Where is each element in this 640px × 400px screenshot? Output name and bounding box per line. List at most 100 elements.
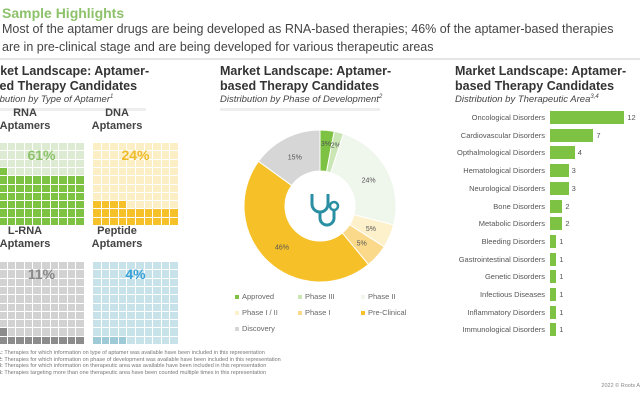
divider (0, 108, 146, 112)
waffle-cell (16, 167, 24, 176)
waffle-cell (170, 151, 178, 159)
waffle-cell (67, 278, 76, 286)
waffle-cell (7, 286, 16, 295)
waffle-cell (101, 184, 110, 192)
waffle-cell (93, 184, 101, 192)
waffle-cell (67, 176, 76, 184)
waffle-cell (127, 192, 135, 201)
waffle-cell (76, 303, 84, 311)
panel-subtitle: Distribution by Type of Aptamer1 (0, 94, 114, 106)
waffle-cell (170, 336, 178, 344)
waffle-cell (59, 167, 67, 176)
legend-swatch (298, 294, 302, 299)
waffle-cell (24, 295, 33, 303)
waffle-cell (0, 295, 7, 303)
bar-category-label: Immunological Disorders (462, 325, 545, 335)
waffle-cell (33, 159, 41, 167)
waffle-cell (50, 201, 59, 209)
waffle-cell (144, 262, 153, 270)
footnote: 1: Therapies for which information on ty… (0, 350, 265, 356)
waffle-cell (67, 201, 76, 209)
waffle-cell (93, 143, 101, 151)
bar-category-label: Neurological Disorders (469, 183, 545, 193)
waffle-cell (50, 286, 59, 295)
legend-item: Phase III (298, 292, 335, 301)
bar-row: Hematological Disorders 3 (440, 164, 640, 178)
waffle-cell (0, 336, 7, 344)
waffle-cell (0, 151, 7, 159)
waffle-cell (41, 286, 50, 295)
bar-category-label: Oncological Disorders (471, 113, 545, 122)
waffle-cell (110, 176, 118, 184)
panel-heading: based Therapy Candidates (455, 79, 615, 93)
bar-row: Inflammatory Disorders 1 (440, 305, 640, 320)
waffle-cell (59, 143, 67, 151)
footnote: 4: Therapies targeting more than one the… (0, 369, 267, 376)
waffle-cell (101, 336, 110, 344)
waffle-cell (41, 167, 50, 176)
waffle-cell (50, 328, 59, 336)
waffle-cell (93, 167, 101, 176)
waffle-cell (67, 143, 76, 151)
waffle-cell (127, 295, 135, 303)
waffle-cell (7, 217, 16, 225)
waffle-cell (161, 328, 170, 336)
bar-category-label: Bone Disorders (493, 201, 545, 211)
donut-slice-phase-ii (330, 133, 397, 226)
waffle-cell (16, 311, 24, 320)
bar-row: Cardiovascular Disorders 7 (440, 128, 640, 143)
waffle-cell (144, 167, 153, 176)
waffle-cell (161, 270, 170, 278)
waffle-cell (170, 192, 178, 201)
waffle-cell (153, 278, 161, 286)
waffle-cell (7, 201, 16, 209)
waffle-cell (33, 201, 41, 209)
waffle-cell (16, 217, 24, 225)
waffle-cell (144, 217, 153, 225)
waffle-cell (144, 209, 153, 217)
waffle-cell (24, 303, 33, 311)
waffle-cell (161, 295, 170, 303)
waffle-cell (135, 295, 144, 303)
waffle-cell (161, 201, 170, 209)
waffle-cell (16, 192, 24, 201)
waffle-cell (153, 209, 161, 217)
donut-slice-pre-clinical (243, 160, 370, 283)
waffle-cell (50, 192, 59, 201)
bar-category-label: Inflammatory Disorders (467, 307, 545, 317)
waffle-cell (170, 159, 178, 167)
waffle-cell (67, 159, 76, 167)
donut-slice-discovery (257, 129, 321, 187)
waffle-cell (24, 143, 33, 151)
waffle-cell (144, 151, 153, 159)
waffle-cell (161, 303, 170, 311)
waffle-cell (101, 262, 110, 270)
waffle-cell (153, 201, 161, 209)
waffle-cell (7, 278, 16, 286)
waffle-cell (144, 184, 153, 192)
waffle-cell (118, 286, 127, 295)
waffle-cell (16, 262, 24, 270)
waffle-cell (153, 336, 161, 344)
waffle-cell (67, 167, 76, 176)
panel-phase-header: Market Landscape: Aptamer- based Therapy… (220, 64, 391, 112)
waffle-cell (161, 167, 170, 176)
waffle-cell (33, 262, 41, 270)
waffle-cell (41, 201, 50, 209)
waffle-cell (76, 278, 84, 286)
waffle-cell (144, 295, 153, 303)
bar-row: Oncological Disorders 12 (440, 111, 640, 125)
waffle-cell (101, 167, 110, 176)
waffle-cell (135, 151, 144, 159)
waffle-cell (135, 328, 144, 336)
waffle-cell (153, 303, 161, 311)
panel-heading: based Therapy Candidates (0, 79, 138, 93)
waffle-cell (153, 320, 161, 328)
waffle-percent: 4% (125, 266, 146, 282)
waffle-cell (110, 143, 118, 151)
waffle-cell (67, 270, 76, 278)
bar-value-label: 12 (627, 113, 636, 122)
waffle-cell (76, 184, 84, 192)
waffle-cell (161, 192, 170, 201)
waffle-cell (135, 167, 144, 176)
